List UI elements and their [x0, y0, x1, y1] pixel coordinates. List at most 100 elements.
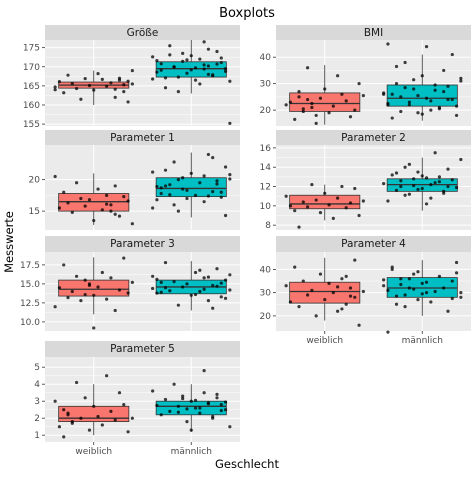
data-point — [284, 194, 288, 198]
data-point — [185, 420, 189, 424]
data-point — [340, 307, 344, 311]
data-point — [433, 88, 437, 92]
data-point — [437, 175, 442, 179]
data-point — [348, 294, 353, 298]
data-point — [386, 101, 390, 106]
x-axis-title: Geschlecht — [215, 457, 279, 471]
facet-title: Parameter 3 — [110, 238, 175, 250]
data-point — [172, 160, 176, 164]
data-point — [297, 90, 301, 94]
data-point — [163, 286, 168, 290]
data-point — [314, 113, 318, 118]
data-point — [318, 272, 323, 276]
data-point — [53, 85, 57, 89]
data-point — [62, 91, 66, 95]
data-point — [100, 77, 104, 81]
data-point — [117, 214, 122, 218]
data-point — [92, 404, 96, 408]
data-point — [74, 274, 79, 278]
data-point — [96, 72, 100, 76]
facet-strip — [276, 25, 471, 40]
data-point — [390, 265, 394, 269]
data-point — [394, 171, 399, 175]
data-point — [403, 86, 407, 90]
data-point — [193, 66, 198, 70]
data-point — [446, 184, 450, 189]
data-point — [459, 79, 463, 83]
data-point — [390, 267, 394, 272]
data-point — [412, 177, 416, 181]
data-point — [62, 190, 66, 194]
data-point — [459, 291, 463, 295]
data-point — [386, 330, 390, 334]
data-point — [314, 198, 318, 202]
data-point — [310, 101, 314, 106]
data-point — [442, 191, 446, 195]
data-point — [301, 200, 305, 204]
data-point — [185, 188, 189, 192]
data-point — [211, 306, 215, 310]
data-point — [327, 203, 331, 207]
data-point — [130, 68, 134, 73]
data-point — [416, 187, 420, 192]
data-point — [459, 295, 463, 299]
data-point — [219, 281, 223, 285]
data-point — [288, 100, 293, 104]
data-point — [382, 278, 386, 282]
data-point — [416, 270, 420, 274]
data-point — [62, 408, 66, 412]
data-point — [117, 391, 122, 395]
data-point — [113, 308, 117, 313]
x-tick-label: weiblich — [75, 447, 112, 457]
data-point — [155, 184, 159, 189]
y-tick-label: 155 — [23, 120, 40, 130]
data-point — [117, 78, 122, 82]
data-point — [130, 222, 134, 226]
data-point — [416, 298, 420, 302]
data-point — [412, 287, 416, 291]
data-point — [79, 97, 83, 101]
data-point — [87, 198, 92, 202]
data-point — [87, 428, 92, 432]
data-point — [206, 299, 211, 303]
y-tick-label: 15.0 — [20, 280, 40, 290]
data-point — [310, 183, 314, 187]
data-point — [100, 423, 104, 427]
facet-strip — [45, 130, 240, 145]
y-tick-label: 40 — [260, 53, 272, 63]
data-point — [126, 79, 130, 83]
data-point — [331, 216, 335, 221]
data-point — [74, 181, 79, 185]
data-point — [163, 184, 168, 188]
x-tick-label: männlich — [171, 447, 212, 457]
data-point — [353, 186, 357, 191]
data-point — [340, 92, 344, 96]
data-point — [454, 113, 459, 118]
data-point — [390, 116, 394, 120]
data-point — [219, 60, 223, 65]
data-point — [126, 291, 130, 295]
facet-strip — [276, 236, 471, 252]
data-point — [198, 289, 202, 294]
data-point — [109, 81, 113, 85]
data-point — [189, 68, 193, 72]
data-point — [215, 179, 219, 183]
data-point — [327, 111, 331, 115]
box-1 — [386, 84, 458, 107]
data-point — [151, 389, 155, 393]
panel-gr-e: Größe 155 160 165 170 175 — [23, 25, 240, 130]
data-point — [416, 93, 420, 98]
data-point — [394, 302, 399, 306]
data-point — [151, 286, 155, 291]
data-point — [424, 96, 429, 100]
data-point — [412, 78, 416, 82]
data-point — [202, 276, 206, 280]
data-point — [407, 103, 411, 107]
panel-background — [276, 40, 471, 126]
data-point — [96, 285, 100, 289]
data-point — [412, 272, 416, 276]
data-point — [399, 109, 403, 114]
box-0 — [289, 92, 361, 112]
